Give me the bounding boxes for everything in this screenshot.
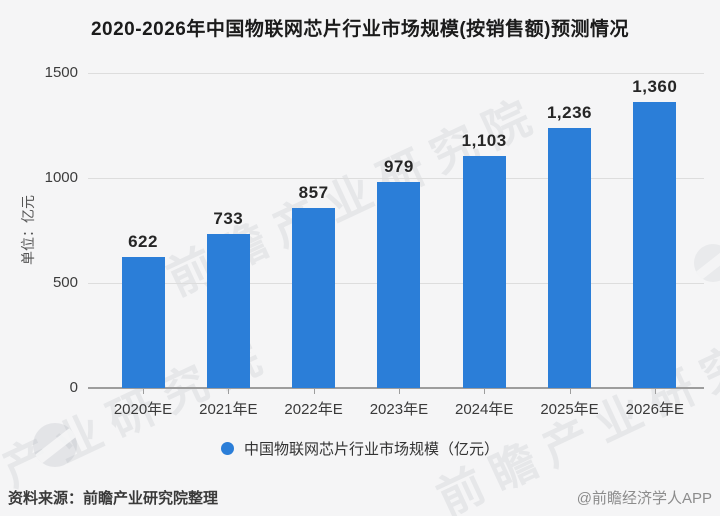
x-axis-tick	[313, 389, 315, 394]
source-note: 资料来源：前瞻产业研究院整理	[8, 490, 219, 507]
gridline	[88, 73, 704, 74]
y-tick-label: 1500	[44, 64, 78, 81]
y-tick-label: 500	[52, 274, 78, 291]
x-axis-tick	[398, 389, 400, 394]
x-axis-tick	[484, 389, 486, 394]
bar-2025年E	[548, 128, 591, 388]
x-tick-label: 2025年E	[540, 401, 599, 418]
chart-title: 2020-2026年中国物联网芯片行业市场规模(按销售额)预测情况	[90, 19, 630, 40]
x-axis-tick	[228, 389, 230, 394]
x-axis-tick	[143, 389, 144, 394]
bar-2026年E	[633, 102, 677, 388]
bar-value-label: 1,360	[632, 77, 678, 97]
x-tick-label: 2026年E	[625, 401, 684, 418]
y-tick-label: 1000	[44, 169, 78, 186]
bar-2022年E	[292, 208, 336, 388]
bar-2023年E	[377, 182, 421, 388]
credit-note: @前瞻经济学人APP	[576, 490, 712, 507]
bar-2024年E	[462, 156, 506, 388]
x-tick-label: 2020年E	[113, 401, 173, 418]
x-tick-label: 2023年E	[369, 401, 429, 418]
y-tick-label: 0	[69, 379, 78, 396]
bar-2020年E	[121, 257, 165, 388]
bar-2021年E	[206, 234, 250, 388]
bar-value-label: 979	[383, 157, 414, 177]
bar-value-label: 733	[213, 209, 244, 229]
x-axis-tick	[569, 389, 571, 394]
legend-label: 中国物联网芯片行业市场规模（亿元）	[243, 441, 499, 458]
legend-dot-icon	[220, 442, 234, 455]
legend: 中国物联网芯片行业市场规模（亿元）	[0, 438, 720, 459]
bar-value-label: 1,103	[461, 131, 507, 151]
x-tick-label: 2024年E	[455, 401, 514, 418]
gridline	[88, 178, 704, 179]
x-tick-label: 2022年E	[284, 401, 343, 418]
bar-value-label: 622	[128, 232, 158, 252]
x-axis-tick	[654, 389, 656, 394]
bar-value-label: 857	[298, 183, 329, 203]
bar-value-label: 1,236	[546, 103, 593, 123]
x-axis-line	[88, 387, 704, 389]
x-tick-label: 2021年E	[199, 401, 258, 418]
